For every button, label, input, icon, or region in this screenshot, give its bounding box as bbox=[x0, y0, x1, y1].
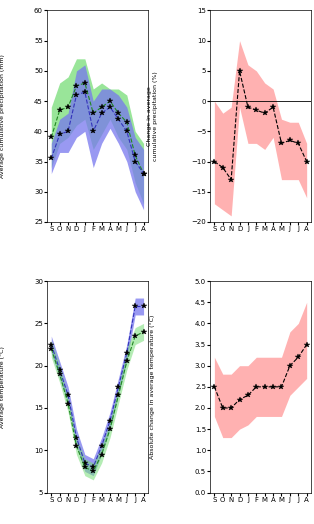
Y-axis label: Average cumulative precipitation (mm): Average cumulative precipitation (mm) bbox=[0, 54, 5, 178]
Y-axis label: Change in average
cumulative precipitation (%): Change in average cumulative precipitati… bbox=[147, 71, 158, 161]
Y-axis label: Absolute change in average temperature (°C): Absolute change in average temperature (… bbox=[150, 314, 155, 459]
Y-axis label: Average temperature (°C): Average temperature (°C) bbox=[0, 346, 5, 428]
